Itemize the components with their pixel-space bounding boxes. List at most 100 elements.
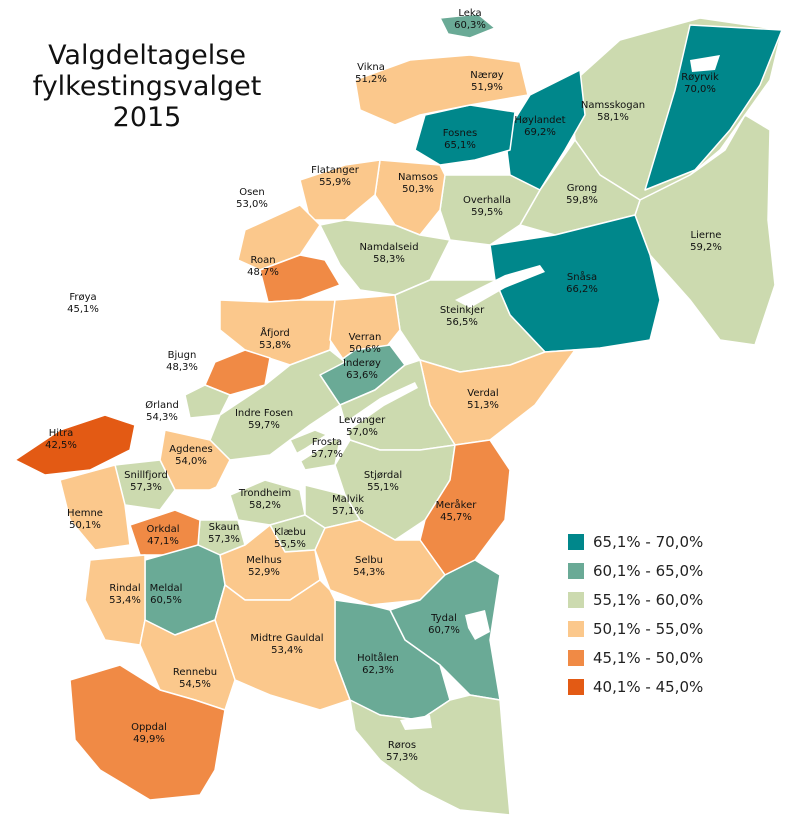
municipality-label: Flatanger 55,9% — [311, 165, 359, 189]
municipality-value: 47,1% — [147, 536, 179, 547]
legend-item: 40,1% - 45,0% — [568, 675, 703, 699]
municipality-label: Grong 59,8% — [566, 183, 598, 207]
region-overhalla — [439, 174, 541, 246]
municipality-value: 55,9% — [319, 177, 351, 188]
region-naroy — [354, 54, 529, 126]
municipality-name: Oppdal — [131, 722, 167, 733]
region-namsos — [374, 159, 446, 236]
municipality-name: Hitra — [48, 428, 74, 439]
municipality-label: Inderøy 63,6% — [343, 358, 381, 382]
municipality-name: Melhus — [246, 555, 282, 566]
municipality-label: Agdenes 54,0% — [169, 444, 212, 468]
legend-swatch — [568, 592, 584, 608]
municipality-label: Orkdal 47,1% — [146, 524, 179, 548]
trondheimsfjord — [175, 382, 418, 512]
municipality-name: Rindal — [109, 583, 141, 594]
municipality-value: 53,4% — [109, 595, 141, 606]
legend-label: 65,1% - 70,0% — [593, 533, 704, 551]
municipality-value: 48,7% — [247, 267, 279, 278]
municipality-label: Namdalseid 58,3% — [359, 242, 418, 266]
municipality-label: Melhus 52,9% — [246, 555, 281, 579]
municipality-label: Midtre Gauldal 53,4% — [250, 633, 323, 657]
lake-snasavatnet — [455, 265, 545, 308]
municipality-label: Ørland 54,3% — [145, 400, 179, 424]
municipality-label: Selbu 54,3% — [353, 555, 385, 579]
municipality-name: Verdal — [467, 388, 499, 399]
municipality-label: Trondheim 58,2% — [239, 488, 291, 512]
legend-swatch — [568, 621, 584, 637]
municipality-value: 48,3% — [166, 362, 198, 373]
region-royrvik — [644, 24, 783, 191]
municipality-value: 57,3% — [130, 482, 162, 493]
municipality-value: 59,8% — [566, 195, 598, 206]
municipality-name: Grong — [566, 183, 598, 194]
municipality-label: Stjørdal 55,1% — [364, 470, 402, 494]
municipality-name: Steinkjer — [439, 305, 485, 316]
map-title: Valgdeltagelse fylkestingsvalget 2015 — [22, 40, 272, 133]
municipality-value: 59,2% — [690, 242, 722, 253]
municipality-name: Namsskogan — [580, 100, 646, 111]
municipality-label: Verran 50,6% — [349, 332, 382, 356]
municipality-value: 49,9% — [133, 734, 165, 745]
municipality-value: 66,2% — [566, 284, 598, 295]
municipality-value: 42,5% — [45, 440, 77, 451]
municipality-name: Orkdal — [146, 524, 180, 535]
municipality-name: Indre Fosen — [234, 408, 294, 419]
municipality-name: Frøya — [69, 292, 97, 303]
municipality-name: Snillfjord — [124, 470, 168, 481]
municipality-label: Bjugn 48,3% — [166, 350, 198, 374]
municipality-value: 45,1% — [67, 304, 99, 315]
municipality-label: Klæbu 55,5% — [274, 527, 306, 551]
municipality-value: 60,5% — [150, 595, 182, 606]
municipality-value: 54,3% — [146, 412, 178, 423]
municipality-name: Skaun — [208, 522, 240, 533]
region-namdalseid — [319, 219, 451, 296]
legend-label: 40,1% - 45,0% — [593, 678, 704, 696]
municipality-name: Røros — [387, 740, 417, 751]
region-roros — [349, 694, 511, 816]
lake-tydal — [465, 610, 490, 640]
municipality-label: Lierne 59,2% — [690, 230, 722, 254]
municipality-name: Meldal — [149, 583, 183, 594]
municipality-value: 50,6% — [349, 344, 381, 355]
municipality-name: Nærøy — [470, 70, 504, 81]
municipality-value: 51,2% — [355, 74, 387, 85]
legend-swatch — [568, 534, 584, 550]
municipality-value: 51,3% — [467, 400, 499, 411]
municipality-value: 65,1% — [444, 140, 476, 151]
municipality-name: Lierne — [690, 230, 722, 241]
municipality-value: 60,3% — [454, 20, 486, 31]
municipality-name: Fosnes — [442, 128, 478, 139]
municipality-value: 62,3% — [362, 665, 394, 676]
municipality-name: Selbu — [355, 555, 383, 566]
municipality-name: Hemne — [67, 508, 103, 519]
municipality-name: Rennebu — [172, 667, 218, 678]
municipality-label: Hemne 50,1% — [67, 508, 103, 532]
region-fosnes — [414, 104, 516, 166]
municipality-label: Meråker 45,7% — [436, 500, 477, 524]
municipality-label: Steinkjer 56,5% — [440, 305, 484, 329]
municipality-name: Namsos — [398, 172, 438, 183]
region-midtre-gauldal — [214, 579, 351, 711]
municipality-value: 53,0% — [236, 199, 268, 210]
municipality-label: Namsskogan 58,1% — [581, 100, 645, 124]
municipality-label: Høylandet 69,2% — [514, 115, 565, 139]
municipality-label: Fosnes 65,1% — [443, 128, 477, 152]
municipality-label: Vikna 51,2% — [355, 62, 387, 86]
municipality-value: 53,8% — [259, 340, 291, 351]
municipality-name: Roan — [250, 255, 276, 266]
legend-swatch — [568, 679, 584, 695]
legend-item: 45,1% - 50,0% — [568, 646, 703, 670]
region-leka — [439, 13, 496, 39]
municipality-name: Flatanger — [311, 165, 359, 176]
municipality-name: Åfjord — [260, 328, 290, 339]
legend-label: 50,1% - 55,0% — [593, 620, 704, 638]
municipality-name: Meråker — [435, 500, 477, 511]
title-line-2: fylkestingsvalget — [32, 71, 262, 102]
municipality-name: Trondheim — [238, 488, 292, 499]
municipality-value: 57,3% — [386, 752, 418, 763]
municipality-label: Meldal 60,5% — [150, 583, 183, 607]
municipality-name: Malvik — [331, 494, 365, 505]
legend: 65,1% - 70,0% 60,1% - 65,0% 55,1% - 60,0… — [568, 530, 703, 704]
municipality-label: Leka 60,3% — [454, 8, 486, 32]
